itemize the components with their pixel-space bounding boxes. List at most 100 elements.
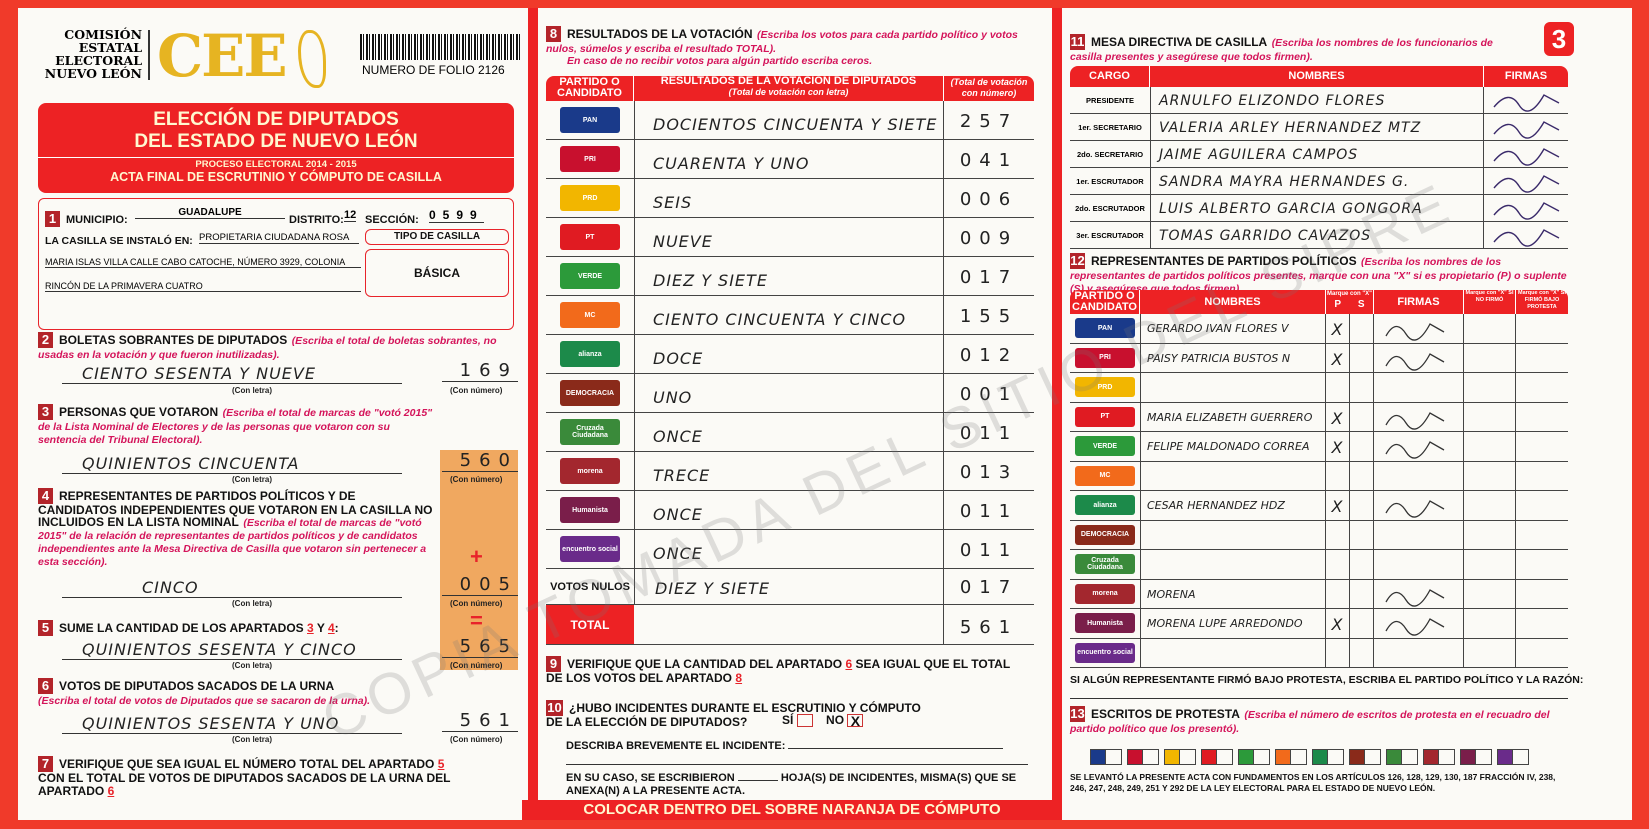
no-firmo-mark[interactable] — [1464, 491, 1516, 520]
no-firmo-mark[interactable] — [1464, 550, 1516, 579]
bajo-protesta-mark[interactable] — [1516, 550, 1568, 579]
no-firmo-mark[interactable] — [1464, 461, 1516, 490]
results-row: DEMOCRACIA UNO 001 — [546, 374, 1034, 413]
suplente-mark[interactable] — [1350, 343, 1374, 372]
party-logo-icon — [1313, 750, 1327, 764]
signature-field[interactable] — [1484, 114, 1568, 140]
propietario-mark[interactable] — [1326, 550, 1350, 579]
bajo-protesta-mark[interactable] — [1516, 432, 1568, 461]
no-firmo-mark[interactable] — [1464, 373, 1516, 402]
signature-field[interactable] — [1374, 579, 1464, 608]
no-firmo-mark[interactable] — [1464, 402, 1516, 431]
suplente-mark[interactable] — [1350, 638, 1374, 667]
protest-count-input[interactable] — [1475, 750, 1491, 764]
signature-field[interactable] — [1374, 491, 1464, 520]
protest-count-input[interactable] — [1401, 750, 1417, 764]
bajo-protesta-mark[interactable] — [1516, 580, 1568, 609]
propietario-mark[interactable]: X — [1326, 402, 1350, 431]
bajo-protesta-mark[interactable] — [1516, 462, 1568, 491]
signature-field[interactable] — [1484, 222, 1568, 248]
signature-field[interactable] — [1374, 314, 1464, 343]
protest-count-input[interactable] — [1438, 750, 1454, 764]
propietario-mark[interactable] — [1326, 373, 1350, 402]
signature-field[interactable] — [1374, 432, 1464, 461]
protest-count-input[interactable] — [1142, 750, 1158, 764]
no-firmo-mark[interactable] — [1464, 609, 1516, 638]
signature-icon — [1385, 352, 1445, 371]
suplente-mark[interactable] — [1350, 402, 1374, 431]
no-firmo-mark[interactable] — [1464, 579, 1516, 608]
propietario-mark[interactable]: X — [1326, 343, 1350, 372]
signature-field[interactable] — [1374, 520, 1464, 549]
protest-count-input[interactable] — [1253, 750, 1269, 764]
protest-box — [1312, 749, 1344, 765]
suplente-mark[interactable] — [1350, 520, 1374, 549]
no-checkbox[interactable]: X — [847, 714, 864, 728]
suplente-mark[interactable] — [1350, 314, 1374, 343]
no-firmo-mark[interactable] — [1464, 314, 1516, 343]
signature-field[interactable] — [1374, 343, 1464, 372]
bajo-protesta-mark[interactable] — [1516, 403, 1568, 432]
sheets-text: HOJA(S) DE INCIDENTES, MISMA(S) QUE SE A… — [566, 772, 1017, 797]
suplente-mark[interactable] — [1350, 491, 1374, 520]
si-checkbox[interactable] — [796, 714, 813, 728]
suplente-mark[interactable] — [1350, 373, 1374, 402]
propietario-mark[interactable] — [1326, 520, 1350, 549]
results-rows: PAN DOCIENTOS CINCUENTA Y SIETE 257 PRI CUAR… — [546, 101, 1034, 569]
propietario-mark[interactable]: X — [1326, 314, 1350, 343]
protest-count-input[interactable] — [1290, 750, 1306, 764]
signature-field[interactable] — [1374, 609, 1464, 638]
party-logo-icon: alianza — [1075, 495, 1135, 516]
protest-count-input[interactable] — [1512, 750, 1528, 764]
mesa-row: 2do. SECRETARIO JAIME AGUILERA CAMPOS — [1070, 141, 1568, 168]
signature-field[interactable] — [1374, 461, 1464, 490]
no-firmo-mark[interactable] — [1464, 638, 1516, 667]
bajo-protesta-mark[interactable] — [1516, 373, 1568, 402]
bajo-protesta-mark[interactable] — [1516, 521, 1568, 550]
signature-field[interactable] — [1484, 168, 1568, 194]
signature-field[interactable] — [1374, 550, 1464, 579]
section-4: 4 REPRESENTANTES DE PARTIDOS POLÍTICOS Y … — [38, 488, 436, 568]
propietario-mark[interactable]: X — [1326, 491, 1350, 520]
signature-field[interactable] — [1374, 638, 1464, 667]
party-logo-icon — [1128, 750, 1142, 764]
no-firmo-mark[interactable] — [1464, 520, 1516, 549]
signature-field[interactable] — [1374, 373, 1464, 402]
propietario-mark[interactable] — [1326, 638, 1350, 667]
protest-count-input[interactable] — [1364, 750, 1380, 764]
bajo-protesta-mark[interactable] — [1516, 491, 1568, 520]
bajo-protesta-mark[interactable] — [1516, 639, 1568, 668]
suplente-mark[interactable] — [1350, 432, 1374, 461]
bajo-protesta-mark[interactable] — [1516, 609, 1568, 638]
propietario-mark[interactable] — [1326, 579, 1350, 608]
suplente-mark[interactable] — [1350, 609, 1374, 638]
signature-field[interactable] — [1374, 402, 1464, 431]
signature-field[interactable] — [1484, 87, 1568, 113]
no-firmo-mark[interactable] — [1464, 432, 1516, 461]
votes-letra: ONCE — [634, 530, 944, 568]
no-label: NO — [826, 713, 845, 727]
signature-icon — [1493, 121, 1560, 139]
protest-count-input[interactable] — [1179, 750, 1195, 764]
protest-count-input[interactable] — [1105, 750, 1121, 764]
suplente-mark[interactable] — [1350, 461, 1374, 490]
protesta-line[interactable] — [1070, 698, 1568, 699]
signature-field[interactable] — [1484, 141, 1568, 167]
bajo-protesta-mark[interactable] — [1516, 314, 1568, 343]
protest-count-input[interactable] — [1327, 750, 1343, 764]
bajo-protesta-mark[interactable] — [1516, 344, 1568, 373]
propietario-mark[interactable] — [1326, 461, 1350, 490]
suplente-mark[interactable] — [1350, 550, 1374, 579]
suplente-mark[interactable] — [1350, 579, 1374, 608]
no-firmo-mark[interactable] — [1464, 343, 1516, 372]
sheets-count-input[interactable] — [737, 780, 778, 781]
rep-name: PAISY PATRICIA BUSTOS N — [1140, 343, 1326, 372]
propietario-mark[interactable]: X — [1326, 609, 1350, 638]
signature-field[interactable] — [1484, 195, 1568, 221]
describe-input[interactable] — [788, 748, 1004, 749]
protest-count-input[interactable] — [1216, 750, 1232, 764]
party-logo-icon: Humanista — [1075, 613, 1135, 634]
cargo-label: 1er. SECRETARIO — [1078, 123, 1142, 132]
propietario-mark[interactable]: X — [1326, 432, 1350, 461]
